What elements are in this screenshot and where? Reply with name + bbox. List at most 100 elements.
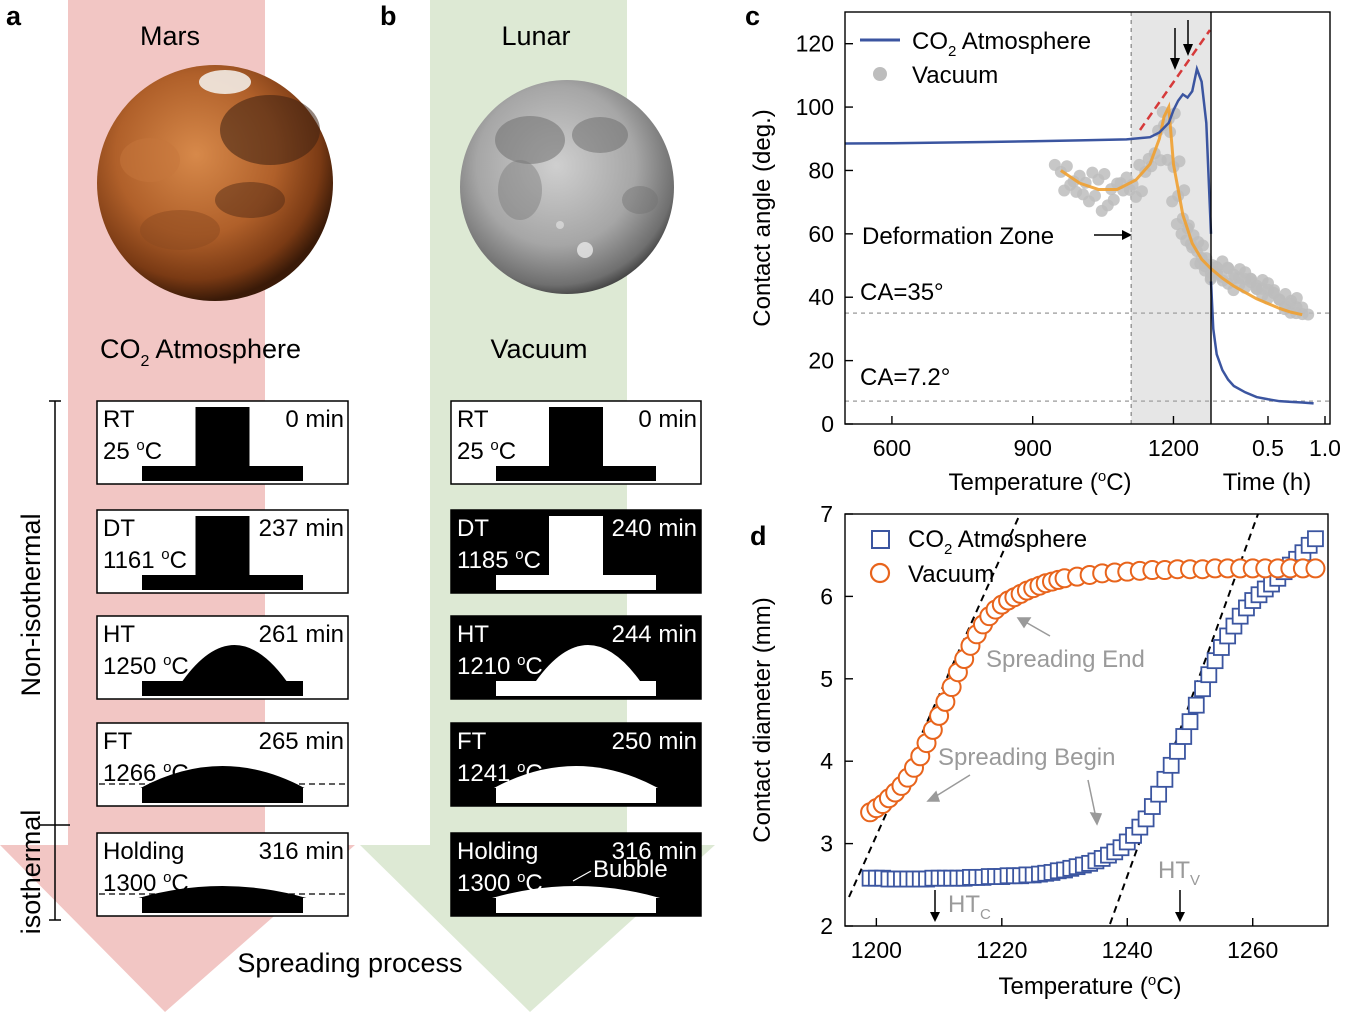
frame-time: 316 min	[612, 838, 697, 865]
process-bracket	[40, 400, 70, 921]
vacuum-point	[1135, 185, 1148, 198]
c-time-tick-label: 0.5	[1252, 435, 1284, 461]
chart-d: 2 3 4 5 6 7 1200 1220 1240 1260 CO2 Atmosphere Va…	[749, 501, 1329, 1000]
frame-temperature: 1241 oC	[457, 759, 543, 787]
c-time-tick-label: 1.0	[1309, 435, 1341, 461]
substrate	[496, 575, 656, 590]
substrate	[142, 575, 303, 590]
frame-dt: DT 1185 oC 240 min	[450, 509, 702, 594]
isothermal-label: isothermal	[16, 810, 46, 935]
droplet	[182, 645, 287, 681]
spreading-process-label: Spreading process	[237, 948, 462, 978]
vacuum-point	[1089, 189, 1101, 202]
frame-state: HT	[457, 621, 489, 648]
legend-vacuum-marker	[873, 67, 887, 81]
lunar-title: Lunar	[501, 21, 570, 51]
co2-curve	[1209, 281, 1314, 405]
frame-temperature: 1185 oC	[457, 546, 541, 574]
frame-state: DT	[103, 515, 135, 542]
htv-label: HTV	[1158, 857, 1200, 889]
vacuum-point	[1196, 239, 1209, 252]
frame-state: FT	[457, 728, 487, 755]
d-xtick-label: 1220	[976, 937, 1027, 963]
htc-label: HTC	[948, 891, 991, 923]
vacuum-point	[1173, 155, 1186, 168]
d-xtick-label: 1240	[1102, 937, 1153, 963]
substrate	[142, 466, 303, 481]
substrate	[496, 466, 656, 481]
mars-frames: RT 25 oC 0 min DT 1161 oC 237 min HT 1250 oC 261…	[96, 400, 349, 917]
c-xtick-label: 900	[1014, 435, 1052, 461]
chart-c: 0 20 40 60 80 100 120 600 900 1200 0.5 1.0 Deformat…	[749, 11, 1341, 496]
c-ytick-label: 40	[808, 284, 834, 310]
frame-state: Holding	[103, 838, 184, 865]
sample-pillar	[549, 516, 603, 575]
legend-vacuum-circle	[869, 562, 891, 584]
droplet	[140, 766, 305, 788]
frame-state: HT	[103, 621, 135, 648]
d-xtick-label: 1200	[851, 937, 902, 963]
substrate	[496, 898, 656, 913]
co2-marker	[1150, 785, 1168, 803]
frame-box	[450, 832, 702, 917]
panel-a-label: a	[6, 1, 22, 31]
co2-marker	[1181, 713, 1199, 731]
co2-marker	[1187, 696, 1205, 714]
vacuum-point	[1107, 193, 1120, 206]
lunar-frames: RT 25 oC 0 min DT 1185 oC 240 min HT 1210 oC 244…	[450, 400, 702, 917]
frame-rt: RT 25 oC 0 min	[96, 400, 349, 485]
droplet	[138, 886, 307, 898]
frame-state: DT	[457, 515, 489, 542]
frame-rt: RT 25 oC 0 min	[450, 400, 702, 485]
vacuum-points	[1048, 106, 1315, 321]
ca35-label: CA=35°	[860, 279, 944, 306]
frame-holding: Holding 1300 oC 316 min	[96, 832, 349, 917]
reference-lines	[845, 12, 1330, 424]
co2-marker	[1175, 728, 1193, 745]
substrate	[496, 681, 656, 696]
d-xtick-label: 1260	[1227, 937, 1278, 963]
frame-temperature: 1161 oC	[103, 546, 187, 574]
co2-curves	[845, 64, 1314, 405]
c-ytick-label: 0	[821, 411, 834, 437]
frame-dt: DT 1161 oC 237 min	[96, 509, 349, 594]
axes-c-frame	[844, 11, 1331, 425]
axis-c-xlabel-time: Time (h)	[1223, 469, 1311, 496]
vacuum-point	[1098, 168, 1111, 180]
ca72-label: CA=7.2°	[860, 364, 950, 391]
frame-time: 316 min	[259, 838, 344, 865]
axes-c-ticks: 0 20 40 60 80 100 120 600 900 1200 0.5 1.0	[796, 31, 1341, 461]
fit-curves	[1060, 101, 1303, 317]
co2-marker	[1194, 680, 1211, 698]
vacuum-label: Vacuum	[490, 334, 587, 364]
droplet	[494, 766, 658, 788]
c-ytick-label: 120	[796, 31, 834, 57]
panel-b-label: b	[380, 1, 397, 31]
frame-temperature: 25 oC	[457, 437, 516, 465]
mars-image	[97, 65, 333, 301]
fit-curve	[1210, 267, 1303, 317]
substrate	[142, 788, 303, 803]
fit-curve	[1060, 101, 1213, 270]
spreading-begin-label: Spreading Begin	[938, 744, 1115, 771]
frame-time: 265 min	[259, 728, 344, 755]
deformation-zone-band	[1131, 12, 1211, 424]
frame-time: 237 min	[259, 515, 344, 542]
axes-d-ticks: 2 3 4 5 6 7 1200 1220 1240 1260	[820, 501, 1278, 963]
spreading-begin-arrows	[926, 774, 1103, 826]
axis-d-xlabel: Temperature (oC)	[998, 972, 1181, 1000]
frame-ht: HT 1210 oC 244 min	[450, 615, 702, 700]
frame-temperature: 1300 oC	[103, 869, 189, 897]
co2-marker	[1162, 756, 1180, 774]
vacuum-point	[1302, 308, 1315, 321]
axis-c-xlabel-temp: Temperature (oC)	[948, 468, 1131, 496]
vacuum-marker	[1305, 558, 1326, 579]
vacuum-point	[1178, 184, 1191, 197]
legend-c: CO2 Atmosphere Vacuum	[860, 28, 1091, 89]
vacuum-points-d	[860, 558, 1326, 823]
d-ytick-label: 2	[820, 913, 833, 939]
frame-ft: FT 1266 oC 265 min	[96, 722, 349, 807]
htc-arrow	[930, 890, 940, 922]
